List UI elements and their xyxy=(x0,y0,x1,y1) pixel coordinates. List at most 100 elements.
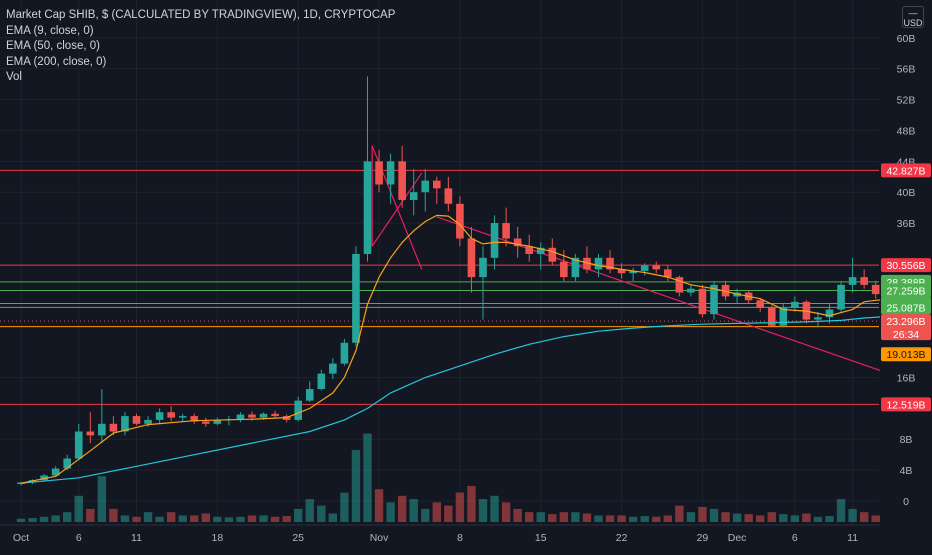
candle-body xyxy=(340,342,349,364)
candle-body xyxy=(571,257,580,278)
volume-bar xyxy=(640,516,649,522)
volume-bar xyxy=(305,499,314,522)
candle-body xyxy=(837,284,845,310)
time-tick-label: 6 xyxy=(76,532,82,544)
candle-body xyxy=(132,416,141,424)
time-tick-label: 11 xyxy=(847,532,858,544)
time-tick-label: 6 xyxy=(792,532,798,544)
price-tick-label: 4B xyxy=(900,465,913,477)
ema9-legend[interactable]: EMA (9, close, 0) xyxy=(6,24,94,37)
volume-bar xyxy=(432,502,441,522)
volume-bar xyxy=(178,515,187,522)
candle-body xyxy=(352,253,360,343)
candle-body xyxy=(860,277,868,285)
candle-body xyxy=(467,238,476,278)
candle-body xyxy=(248,414,256,418)
candle-body xyxy=(386,161,395,185)
volume-bar xyxy=(270,516,280,522)
candle-body xyxy=(779,308,788,326)
price-tick-label: 56B xyxy=(897,64,916,76)
candle-body xyxy=(202,421,210,424)
level-tag xyxy=(881,258,931,273)
ema50-line xyxy=(20,315,888,484)
candle-body xyxy=(398,161,406,200)
price-tick-label: 8B xyxy=(900,434,913,446)
candle-body xyxy=(421,180,430,193)
symbol-title[interactable]: Market Cap SHIB, $ (CALCULATED BY TRADIN… xyxy=(6,9,396,21)
level-label: 12.519B xyxy=(886,399,925,411)
volume-bar xyxy=(236,516,245,522)
candle-body xyxy=(444,188,453,204)
volume-bar xyxy=(871,515,880,522)
candle-body xyxy=(63,458,71,469)
volume-bar xyxy=(166,512,176,522)
candle-body xyxy=(155,412,164,420)
candle-body xyxy=(617,269,626,274)
level-tag xyxy=(881,163,931,178)
level-label: 42.827B xyxy=(886,165,925,177)
volume-bar xyxy=(259,515,268,522)
ema200-legend[interactable]: EMA (200, close, 0) xyxy=(6,55,107,68)
volume-bar xyxy=(340,492,349,522)
candle-body xyxy=(490,223,499,258)
candle-body xyxy=(525,246,533,254)
candle-body xyxy=(86,431,95,436)
time-axis xyxy=(0,525,880,550)
currency-selector[interactable]: — USD xyxy=(902,6,924,28)
volume-bar xyxy=(467,485,476,522)
volume-bar xyxy=(732,513,742,522)
volume-bar xyxy=(16,518,26,522)
volume-bar xyxy=(363,433,372,522)
volume-bar xyxy=(224,517,234,522)
volume-legend[interactable]: Vol xyxy=(6,71,22,83)
volume-bar xyxy=(86,508,95,522)
candle-body xyxy=(560,261,568,278)
candle-body xyxy=(502,223,510,239)
candle-body xyxy=(329,363,337,374)
candle-body xyxy=(456,203,464,239)
volume-bar xyxy=(513,508,522,522)
level-tag xyxy=(881,300,931,315)
price-tick-label: 52B xyxy=(897,95,916,107)
volume-bar xyxy=(63,512,72,522)
candle-body xyxy=(409,192,418,200)
volume-bar xyxy=(663,515,672,522)
volume-bar xyxy=(282,516,291,522)
level-label: 25.087B xyxy=(886,302,925,314)
volume-bar xyxy=(709,508,719,522)
candle-body xyxy=(767,308,776,326)
chart-legend: Market Cap SHIB, $ (CALCULATED BY TRADIN… xyxy=(6,8,395,86)
price-tick-label: 60B xyxy=(897,33,916,45)
volume-bar xyxy=(478,499,488,522)
candle-body xyxy=(167,412,175,418)
volume-bar xyxy=(825,516,834,522)
volume-bar xyxy=(605,515,615,522)
volume-bar xyxy=(790,515,800,522)
time-tick-label: 15 xyxy=(535,532,547,544)
volume-bar xyxy=(652,516,661,522)
candle-body xyxy=(433,180,441,189)
marker-label: 19.013B xyxy=(886,349,925,361)
current-price-tag xyxy=(881,314,931,341)
volume-bar xyxy=(328,513,338,522)
ema50-legend[interactable]: EMA (50, close, 0) xyxy=(6,40,100,52)
volume-bar xyxy=(120,515,130,522)
candle-body xyxy=(629,270,637,274)
candle-body xyxy=(294,400,302,420)
volume-bar xyxy=(74,495,83,522)
volume-bar xyxy=(686,512,696,522)
candle-body xyxy=(606,257,614,270)
time-tick-label: Nov xyxy=(370,532,389,544)
time-tick-label: 18 xyxy=(212,532,224,544)
price-tick-label: 16B xyxy=(897,372,916,384)
candle-body xyxy=(144,419,152,424)
volume-bar xyxy=(836,499,846,522)
candle-body xyxy=(513,238,522,247)
volume-bar xyxy=(721,512,730,522)
candle-body xyxy=(98,423,106,436)
volume-bar xyxy=(594,515,603,522)
candle-body xyxy=(652,265,661,270)
candle-body xyxy=(640,265,649,271)
